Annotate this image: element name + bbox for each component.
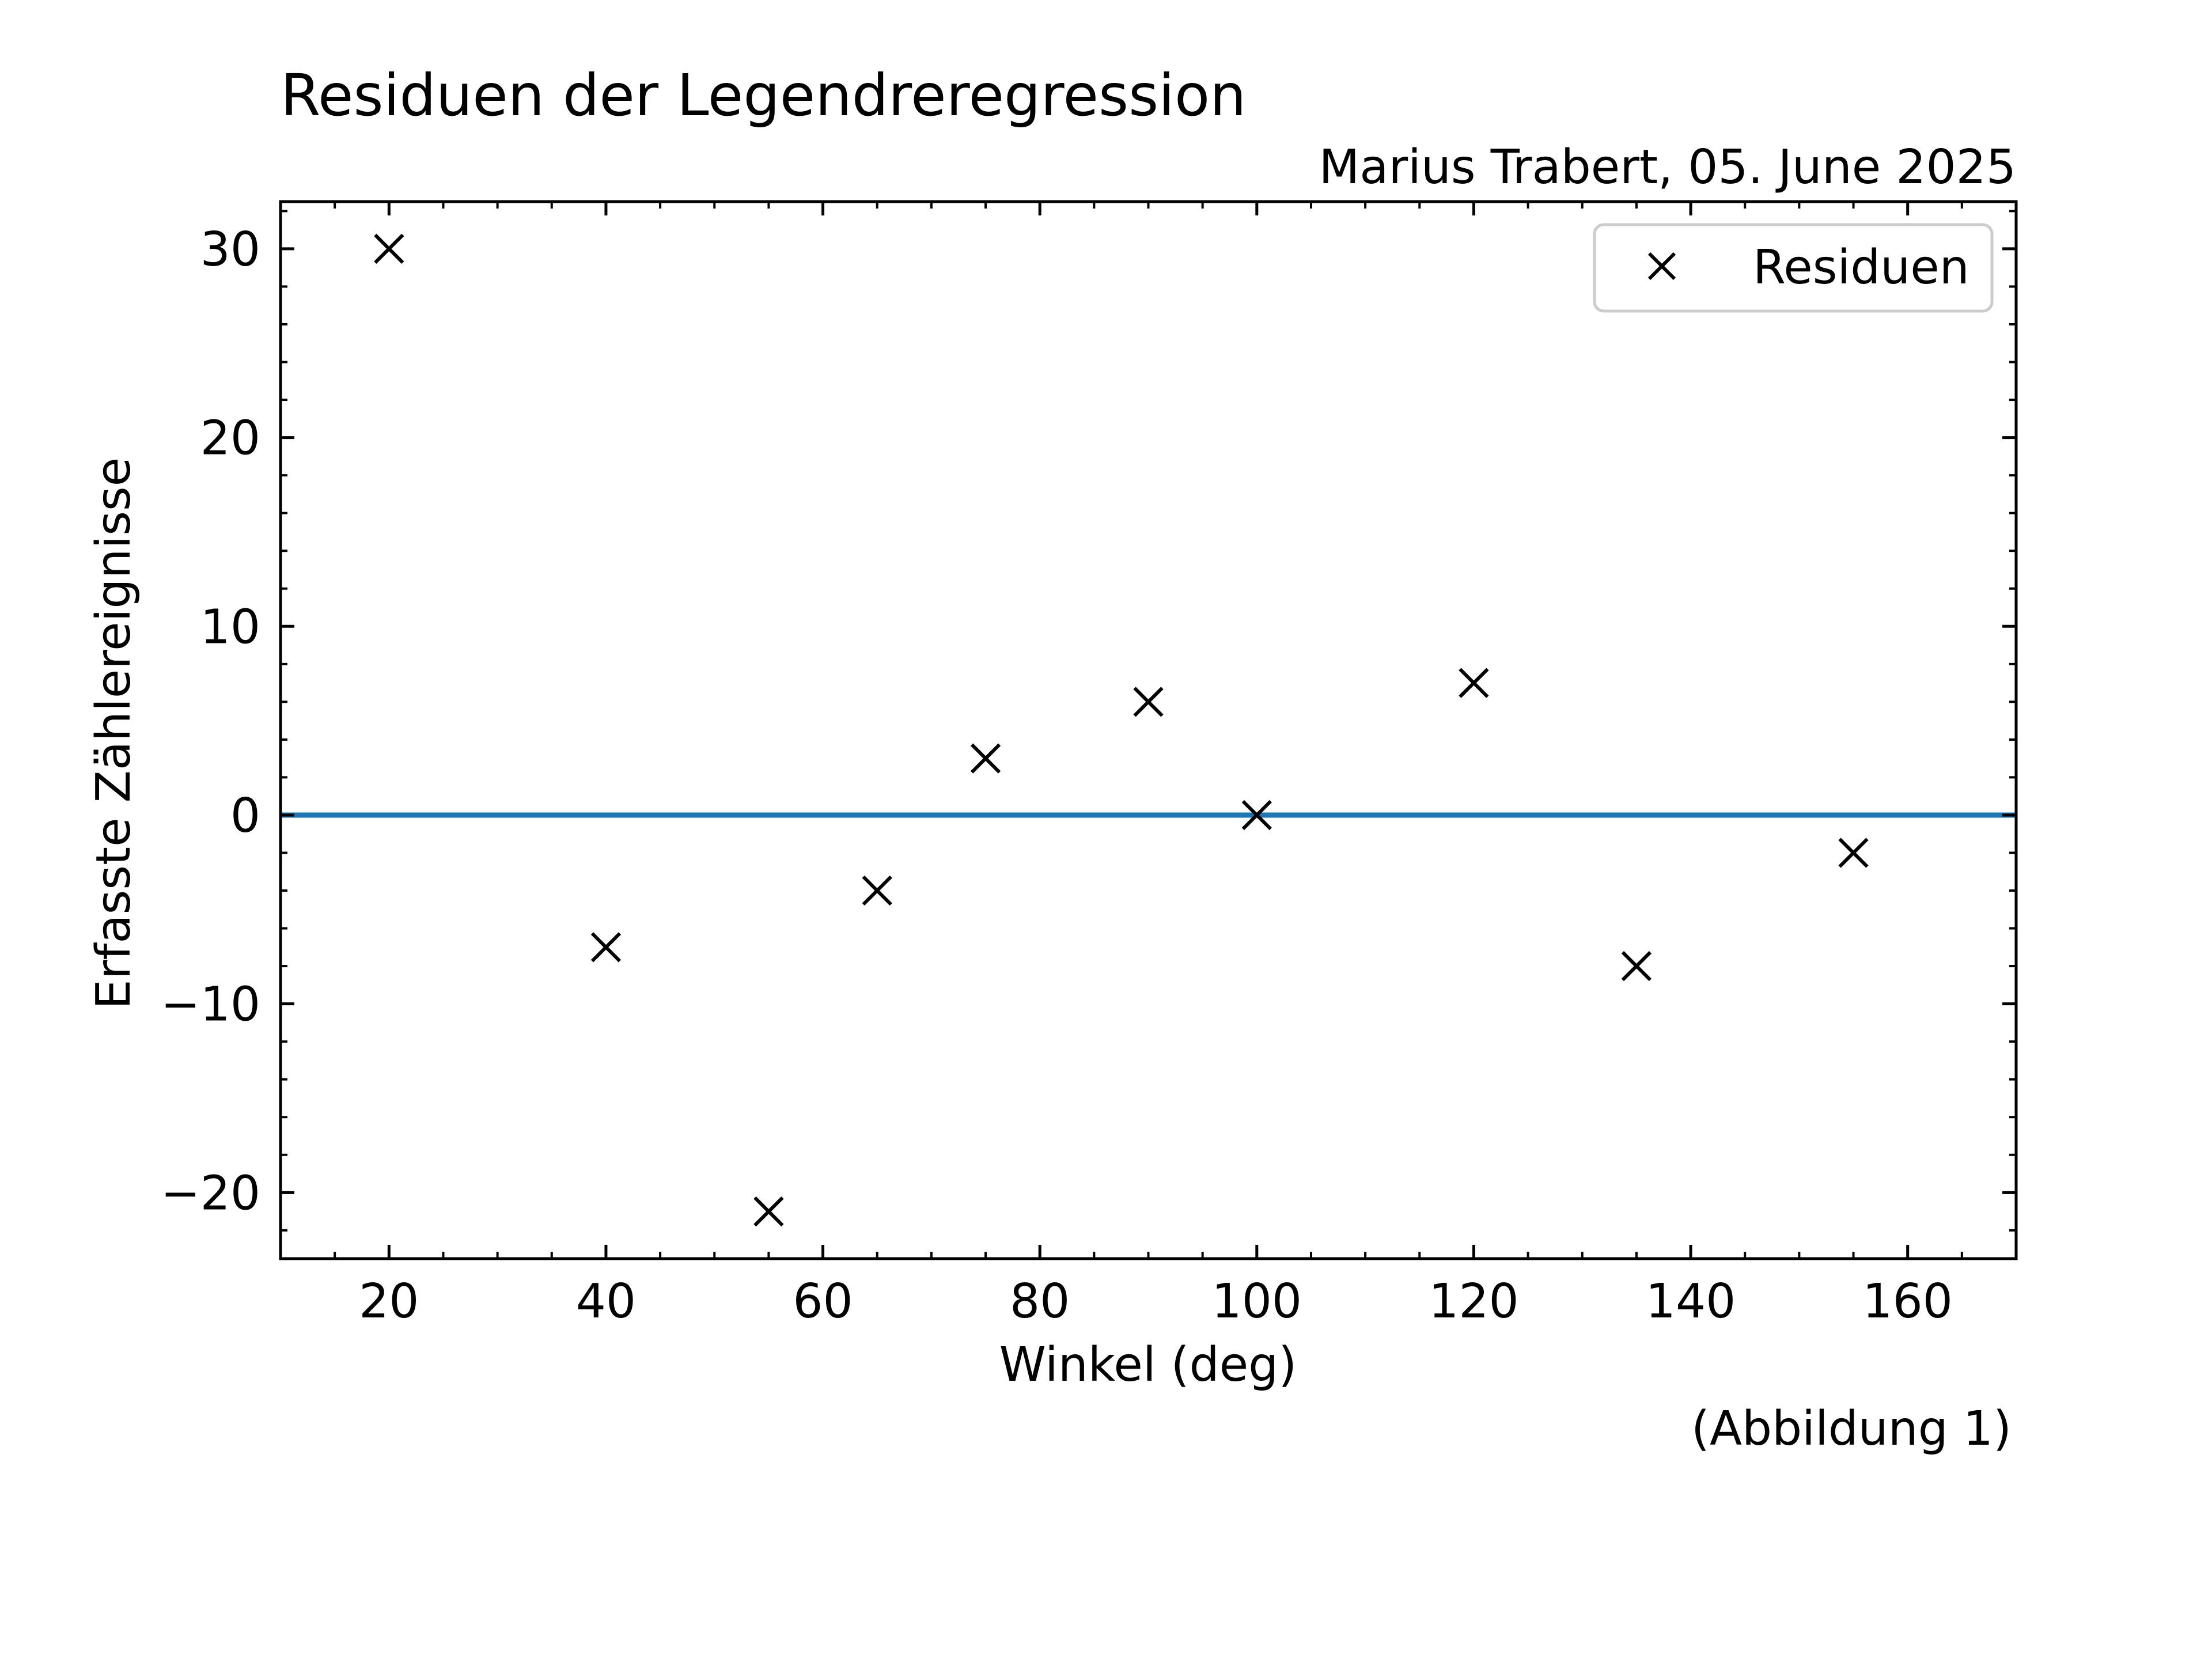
y-tick-label: −10 — [161, 978, 260, 1032]
data-point — [1621, 950, 1652, 982]
y-axis-label: Erfasste Zählereignisse — [86, 457, 141, 1009]
figure-caption: (Abbildung 1) — [1691, 1402, 2012, 1456]
x-tick-label: 160 — [1862, 1274, 1953, 1329]
legend-label-residuen: Residuen — [1753, 240, 1969, 295]
data-point — [753, 1196, 784, 1227]
data-point — [374, 233, 404, 264]
legend-marker-x-icon — [1647, 252, 1676, 281]
data-point — [1241, 800, 1272, 831]
chart-title: Residuen der Legendreregression — [281, 62, 1247, 129]
data-point — [590, 932, 622, 963]
x-tick-label: 60 — [793, 1274, 853, 1329]
x-tick-label: 100 — [1212, 1274, 1302, 1329]
y-tick-label: 30 — [200, 222, 260, 277]
x-axis-label: Winkel (deg) — [999, 1338, 1297, 1392]
legend: Residuen — [1593, 223, 1994, 313]
axes: 20 40 60 80 100 120 140 160 −20 −10 0 10 20 30 — [161, 200, 2018, 1329]
x-tick-label: 40 — [576, 1274, 636, 1329]
y-tick-label: 10 — [200, 600, 260, 654]
x-tick-label: 80 — [1010, 1274, 1070, 1329]
y-tick-label: 0 — [230, 789, 260, 843]
y-tick-label: −20 — [161, 1166, 260, 1221]
legend-frame — [1593, 223, 1994, 313]
x-tick-label: 20 — [359, 1274, 419, 1329]
plot-frame — [279, 200, 2018, 1260]
plot-area — [281, 233, 2016, 1227]
data-point — [1838, 838, 1869, 868]
data-point — [1133, 687, 1164, 717]
x-tick-label: 120 — [1429, 1274, 1519, 1329]
x-tick-label: 140 — [1646, 1274, 1736, 1329]
y-tick-label: 20 — [200, 411, 260, 466]
chart-subtitle: Marius Trabert, 05. June 2025 — [1319, 140, 2016, 195]
data-point — [1459, 668, 1489, 698]
data-point — [862, 875, 892, 906]
data-point — [970, 743, 1001, 774]
